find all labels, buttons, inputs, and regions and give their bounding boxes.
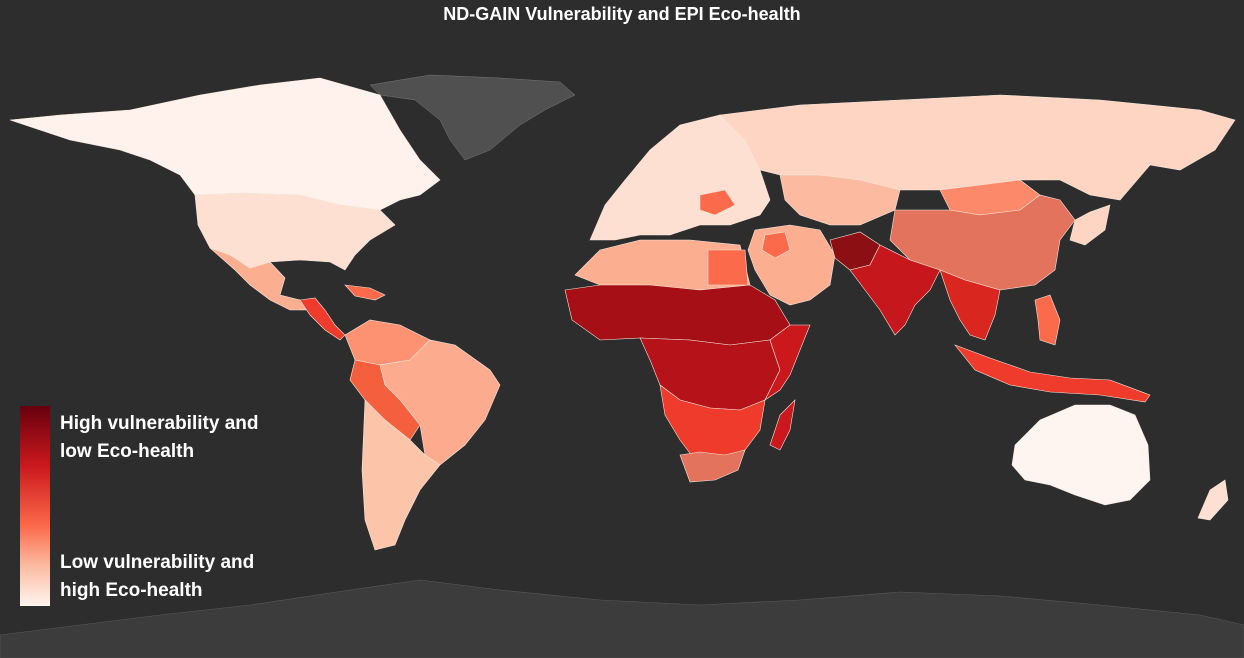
region-south-africa bbox=[679, 449, 746, 483]
region-east-africa bbox=[764, 324, 811, 401]
legend-low-line2: high Eco-health bbox=[60, 580, 203, 601]
legend-color-scale bbox=[20, 406, 50, 606]
region-southern-cone bbox=[361, 399, 441, 551]
region-iraq-syria bbox=[761, 231, 791, 259]
region-central-america bbox=[299, 297, 346, 341]
legend-low-label: Low vulnerability and high Eco-health bbox=[60, 549, 300, 605]
region-canada bbox=[9, 77, 441, 211]
region-southeast-asia bbox=[939, 269, 1001, 341]
region-egypt bbox=[707, 249, 749, 286]
legend-high-label: High vulnerability and low Eco-health bbox=[60, 410, 300, 466]
region-greenland bbox=[369, 74, 576, 161]
region-eastern-europe bbox=[699, 189, 736, 216]
region-peru-bolivia bbox=[349, 359, 421, 441]
region-caribbean bbox=[344, 284, 386, 301]
region-southern-africa bbox=[659, 384, 766, 461]
region-central-africa bbox=[639, 337, 781, 411]
region-philippines bbox=[1034, 294, 1061, 346]
legend-high-line1: High vulnerability and bbox=[60, 413, 259, 434]
region-sahel bbox=[564, 284, 791, 346]
region-japan-korea bbox=[1069, 204, 1111, 246]
legend-low-line1: Low vulnerability and bbox=[60, 552, 255, 573]
region-australia bbox=[1011, 404, 1151, 506]
map-title: ND-GAIN Vulnerability and EPI Eco-health bbox=[443, 4, 801, 24]
region-central-asia bbox=[779, 174, 901, 226]
region-antarctica bbox=[0, 579, 1244, 658]
region-india bbox=[849, 244, 941, 336]
legend-high-line2: low Eco-health bbox=[60, 441, 195, 462]
region-indonesia bbox=[954, 344, 1151, 403]
region-madagascar bbox=[769, 399, 796, 451]
region-new-zealand bbox=[1197, 479, 1229, 521]
